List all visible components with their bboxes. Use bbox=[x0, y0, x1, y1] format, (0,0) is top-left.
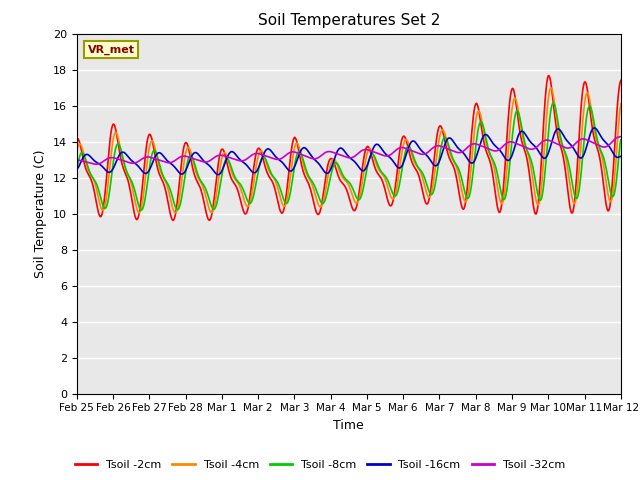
X-axis label: Time: Time bbox=[333, 419, 364, 432]
Legend: Tsoil -2cm, Tsoil -4cm, Tsoil -8cm, Tsoil -16cm, Tsoil -32cm: Tsoil -2cm, Tsoil -4cm, Tsoil -8cm, Tsoi… bbox=[70, 456, 570, 474]
Title: Soil Temperatures Set 2: Soil Temperatures Set 2 bbox=[258, 13, 440, 28]
Text: VR_met: VR_met bbox=[88, 44, 134, 55]
Y-axis label: Soil Temperature (C): Soil Temperature (C) bbox=[35, 149, 47, 278]
